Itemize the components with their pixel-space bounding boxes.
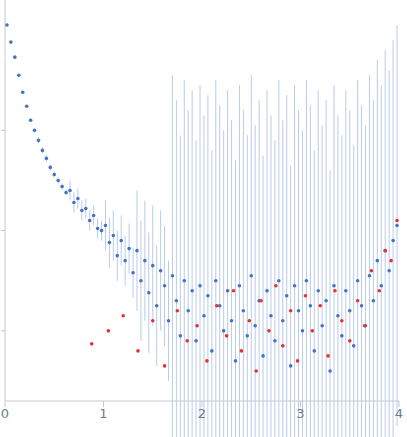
svg-text:4: 4 xyxy=(395,406,399,421)
svg-text:0: 0 xyxy=(8,406,9,421)
svg-text:3: 3 xyxy=(296,406,304,421)
svg-text:2: 2 xyxy=(198,406,206,421)
svg-text:1: 1 xyxy=(99,406,107,421)
